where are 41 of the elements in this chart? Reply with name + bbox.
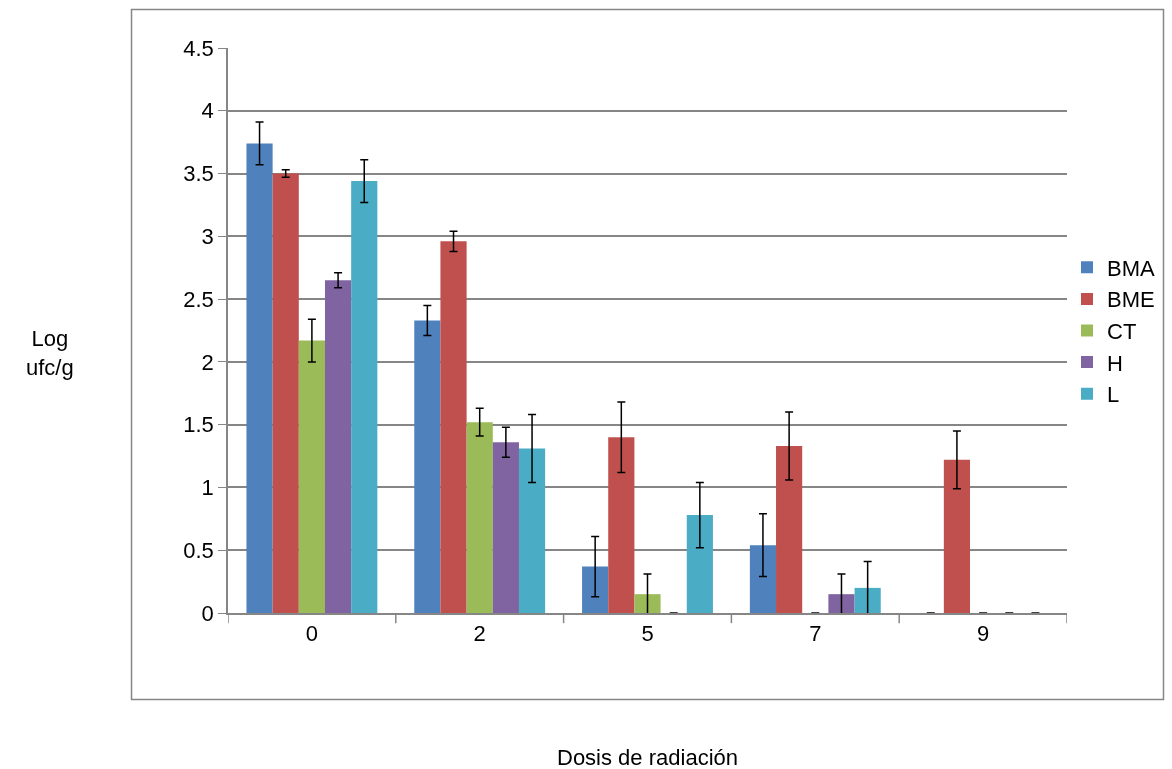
y-tick-label: 0 <box>201 600 214 626</box>
x-tick-label: 9 <box>976 621 990 647</box>
bar <box>518 448 546 613</box>
bar <box>634 594 661 613</box>
bar <box>828 594 855 613</box>
bar <box>776 446 803 613</box>
bar <box>854 587 881 613</box>
bar <box>582 566 609 613</box>
legend-label: L <box>1107 382 1120 408</box>
bar <box>608 437 635 613</box>
x-tick-label: 2 <box>473 621 486 647</box>
bar <box>749 545 777 613</box>
y-tick-label: 4.5 <box>183 35 214 61</box>
x-tick-label: 5 <box>641 621 654 647</box>
x-axis-title: Dosis de radiación <box>557 745 738 769</box>
y-tick-label: 0.5 <box>183 537 214 563</box>
y-tick-label: 4 <box>201 98 214 124</box>
bar <box>492 442 519 613</box>
bar <box>414 320 441 613</box>
bar <box>324 280 352 613</box>
bar <box>272 173 299 613</box>
legend-label: H <box>1107 350 1123 376</box>
y-tick-label: 3.5 <box>183 161 214 187</box>
y-tick-label: 2 <box>201 349 214 375</box>
y-tick-label: 3 <box>201 224 214 250</box>
x-tick-label: 7 <box>809 621 822 647</box>
y-axis-title: Log ufc/g <box>26 326 74 380</box>
legend-label: BME <box>1107 287 1155 313</box>
x-tick-label: 0 <box>305 621 319 647</box>
y-tick-label: 1.5 <box>183 412 214 438</box>
bar <box>686 515 713 613</box>
legend-label: BMA <box>1107 255 1155 281</box>
bar <box>351 181 378 613</box>
legend-label: CT <box>1107 319 1137 345</box>
bar <box>466 422 493 613</box>
bar <box>440 241 467 613</box>
bar <box>943 459 971 613</box>
y-tick-label: 2.5 <box>183 286 214 312</box>
bar <box>246 143 273 613</box>
y-tick-label: 1 <box>201 475 214 501</box>
bar <box>298 340 325 613</box>
